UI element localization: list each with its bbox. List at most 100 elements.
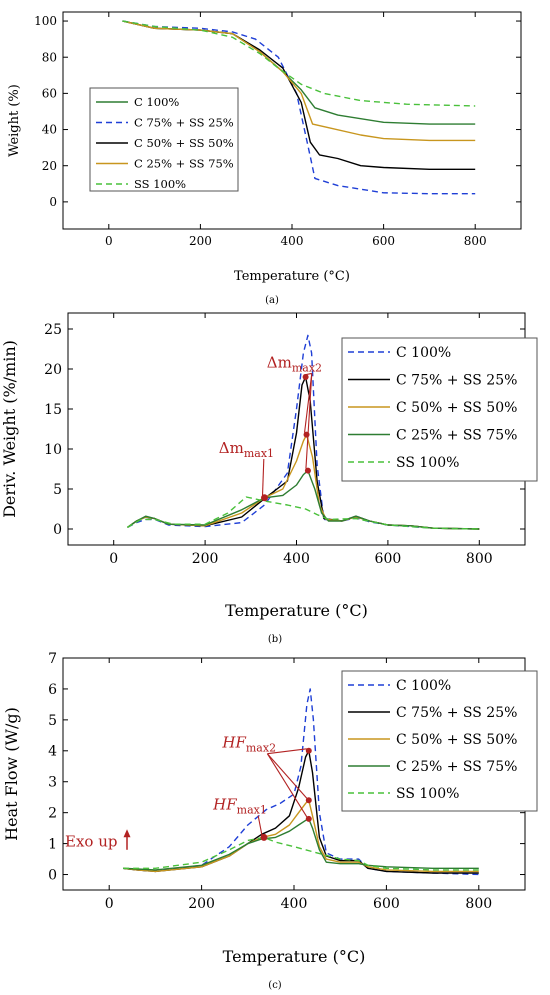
x-axis-label: Temperature (°C) [225,601,368,620]
y-tick-label: 25 [44,322,62,338]
series-line [122,20,476,142]
x-tick-label: 0 [109,551,118,567]
panel-label-c: (c) [268,980,282,991]
y-tick-label: 100 [34,14,57,28]
x-tick-label: 200 [192,551,219,567]
annotation-label: Δmmax1 [219,439,274,460]
annotation-marker [302,374,309,380]
y-tick-label: 6 [48,682,57,698]
x-tick-label: 200 [189,234,212,248]
annotation-marker [261,494,269,502]
annotation-sub: max1 [237,804,267,817]
legend-label: C 75% + SS 25% [396,372,517,388]
y-axis-label: Weight (%) [7,84,22,157]
y-tick-label: 7 [48,651,57,667]
annotation-arrow [267,748,307,755]
series-line [123,836,479,871]
y-tick-label: 10 [44,442,62,458]
y-tick-label: 0 [49,195,57,209]
annotation-marker [305,797,312,804]
series-line [127,469,480,530]
y-tick-label: 20 [42,159,57,173]
annotation-marker [260,833,268,841]
legend-label: SS 100% [396,455,459,471]
chart-panel-b: 0 200 400 600 800 0 5 10 15 20 25 Temperature (°C) D… [0,312,538,620]
series-group [122,20,476,195]
y-tick-label: 1 [48,837,57,853]
legend-box [341,337,538,482]
annotation-arrow [257,815,263,836]
chart-panel-a: 0 200 400 600 800 0 20 40 60 80 100 Temperature (°C… [7,11,522,284]
annotation-main: HF [221,734,246,752]
y-axis-label: Heat Flow (W/g) [2,707,21,841]
y-tick-label: 0 [48,867,57,883]
legend-label: SS 100% [134,177,186,191]
annotation-label: HFmax2 [221,734,276,755]
panel-label-a: (a) [265,295,279,306]
y-tick-label: 40 [42,123,57,137]
annotation-main: Δm [267,353,292,371]
y-tick-label: 60 [42,87,57,101]
y-tick-label: 3 [48,775,57,791]
y-tick-label: 5 [53,482,62,498]
exo-up-arrowhead [123,829,131,838]
legend-label: C 50% + SS 50% [396,732,517,748]
legend-label: C 100% [396,345,451,361]
y-tick-label: 80 [42,50,57,64]
x-axis-label: Temperature (°C) [223,947,366,966]
legend-label: C 25% + SS 75% [396,759,517,775]
x-tick-label: 400 [281,234,304,248]
legend-label: C 25% + SS 75% [134,157,234,171]
x-tick-label: 0 [105,896,114,912]
annotation-marker [305,747,312,754]
series-group [123,688,479,876]
legend-box [89,87,239,192]
x-tick-label: 0 [105,234,113,248]
legend-label: C 100% [396,678,451,694]
x-tick-label: 400 [283,551,310,567]
x-tick-label: 800 [466,551,493,567]
annotation-arrow [266,753,308,818]
chart-panel-c: 0 200 400 600 800 0 1 2 3 4 5 6 7 Temperature (°C) Hea… [2,651,538,966]
y-tick-label: 2 [48,806,57,822]
annotation-label: HFmax1 [212,796,267,817]
y-tick-label: 4 [48,744,57,760]
x-tick-label: 800 [465,896,492,912]
legend-label: C 50% + SS 50% [396,400,517,416]
panel-label-b: (b) [268,634,282,645]
y-tick-label: 20 [44,362,62,378]
legend-box [341,670,538,812]
series-group [127,334,480,530]
annotation-arrow [304,373,313,433]
x-tick-label: 400 [281,896,308,912]
annotation-main: Δm [219,439,244,457]
annotation-main: HF [212,796,237,814]
legend-label: C 50% + SS 50% [134,136,234,150]
series-line [122,20,476,107]
legend-label: C 75% + SS 25% [396,705,517,721]
legend-label: C 75% + SS 25% [134,116,234,130]
x-tick-label: 800 [464,234,487,248]
annotation-sub: max2 [246,742,276,755]
x-tick-label: 200 [188,896,215,912]
annotation-arrow [305,373,313,469]
annotation-marker [304,467,311,474]
x-axis-label: Temperature (°C) [234,269,350,284]
y-axis-label: Deriv. Weight (%/min) [0,340,19,518]
series-line [127,496,480,530]
annotation-arrow [261,458,265,496]
annotation-sub: max1 [244,447,274,460]
x-tick-label: 600 [372,234,395,248]
series-line [123,818,479,871]
legend-label: C 25% + SS 75% [396,427,517,443]
y-tick-label: 15 [44,402,62,418]
y-tick-label: 0 [53,522,62,538]
annotation-label: Δmmax2 [267,353,322,374]
y-tick-label: 5 [48,713,57,729]
annotation-marker [305,815,312,822]
x-tick-label: 600 [373,896,400,912]
annotation-sub: max2 [292,361,322,374]
x-tick-label: 600 [375,551,402,567]
legend-label: C 100% [134,95,179,109]
